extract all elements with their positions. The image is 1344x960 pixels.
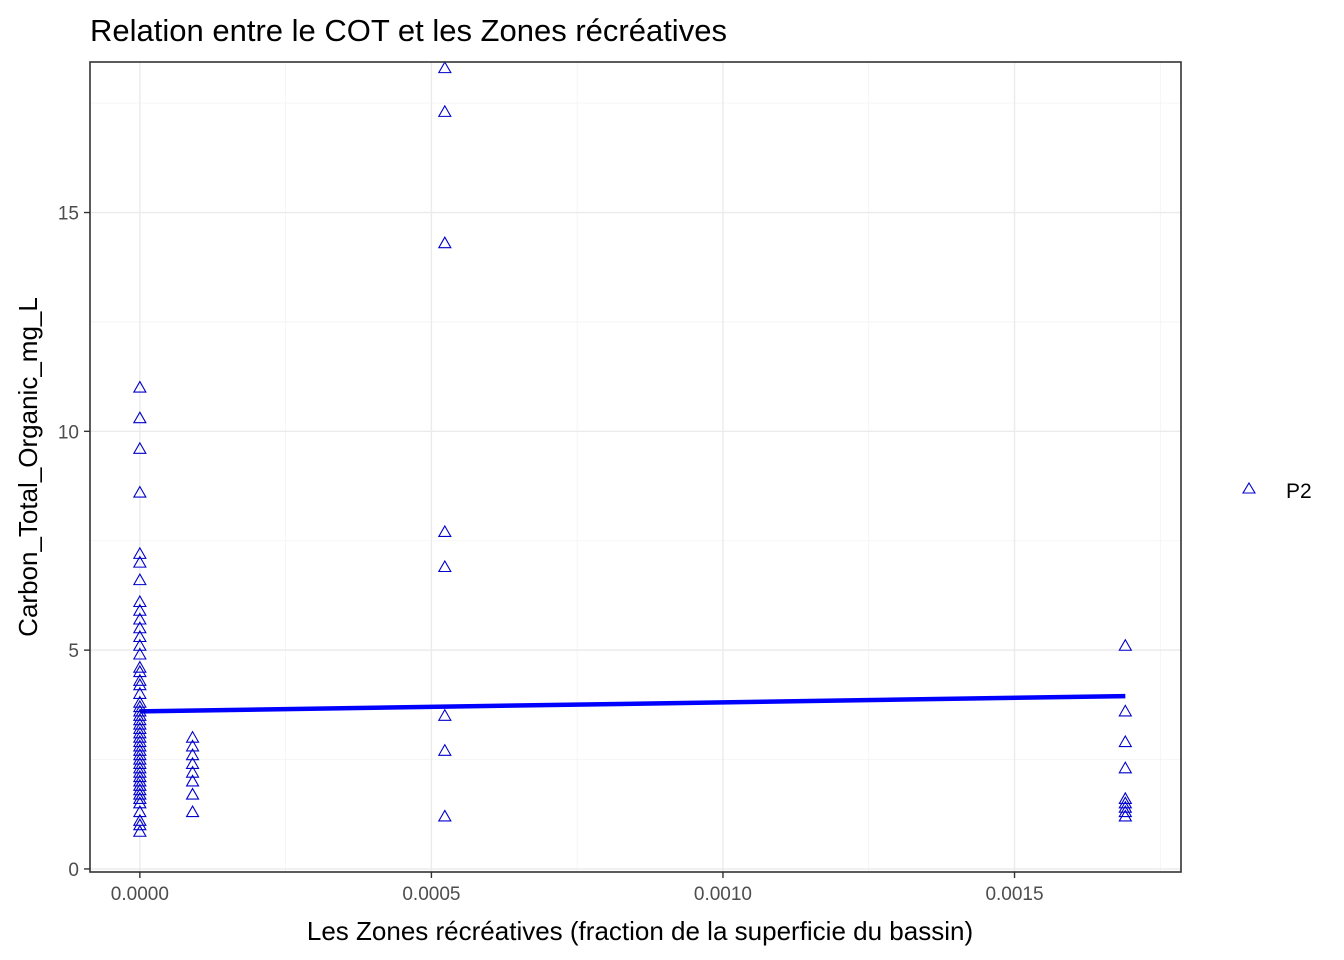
data-point	[185, 730, 200, 743]
data-point	[437, 61, 452, 74]
y-axis: 0 5 10 15	[58, 204, 90, 881]
x-axis-title: Les Zones récréatives (fraction de la su…	[307, 916, 973, 946]
data-point	[1118, 638, 1133, 651]
data-point	[132, 629, 147, 643]
data-point	[132, 743, 147, 756]
y-tick-label: 10	[58, 422, 79, 443]
data-point	[437, 236, 452, 249]
data-point	[132, 673, 147, 686]
data-point	[437, 743, 452, 756]
data-point	[185, 774, 200, 787]
data-point	[132, 726, 147, 739]
trendline	[139, 693, 1126, 714]
data-point	[132, 699, 147, 713]
data-point	[132, 612, 147, 625]
x-tick-label: 0.0005	[402, 884, 460, 905]
data-point	[132, 380, 147, 393]
data-point	[132, 752, 147, 765]
data-point	[132, 573, 147, 586]
data-point	[132, 734, 147, 748]
data-point	[185, 756, 200, 769]
data-point	[437, 524, 452, 538]
data-point	[132, 603, 147, 616]
data-point	[132, 546, 147, 559]
x-tick-label: 0.0000	[111, 884, 169, 905]
data-point	[132, 686, 147, 699]
data-point	[437, 559, 452, 573]
data-point	[1118, 809, 1133, 822]
data-point	[132, 411, 147, 424]
data-point	[132, 647, 147, 660]
data-point	[185, 748, 200, 761]
data-point	[1118, 804, 1133, 818]
x-tick-label: 0.0010	[694, 884, 752, 905]
data-point	[132, 638, 147, 651]
x-axis: 0.0000 0.0005 0.0010 0.0015	[111, 872, 1044, 905]
data-point	[132, 621, 147, 634]
data-point	[132, 783, 147, 796]
x-tick-label: 0.0015	[985, 884, 1043, 905]
data-point	[437, 708, 452, 721]
data-point	[132, 739, 147, 752]
data-point	[1118, 796, 1133, 809]
data-point	[185, 765, 200, 778]
plot-panel-border	[89, 61, 1182, 873]
data-point	[185, 739, 200, 752]
legend-label: P2	[1286, 480, 1312, 503]
data-point	[1118, 734, 1133, 748]
chart-title: Relation entre le COT et les Zones récré…	[90, 13, 727, 48]
data-point	[132, 774, 147, 787]
y-tick-label: 15	[58, 204, 79, 225]
data-point	[132, 660, 147, 673]
data-point	[132, 791, 147, 804]
data-point	[185, 787, 200, 800]
legend-key-triangle-icon	[1242, 481, 1256, 494]
data-point	[1118, 761, 1133, 774]
data-point	[132, 804, 147, 818]
data-point	[132, 748, 147, 761]
data-point	[132, 787, 147, 800]
data-point	[132, 824, 147, 837]
data-point	[132, 765, 147, 778]
trendline-layer	[139, 693, 1126, 714]
data-point	[132, 695, 147, 708]
data-point	[132, 664, 147, 678]
grid-layer	[90, 62, 1181, 872]
data-point	[132, 713, 147, 726]
data-point	[132, 704, 147, 717]
data-point	[132, 730, 147, 743]
y-tick-label: 5	[68, 641, 79, 662]
data-point	[132, 778, 147, 791]
legend: P2	[1242, 480, 1312, 503]
data-point	[132, 818, 147, 831]
data-point	[132, 708, 147, 721]
data-point	[132, 594, 147, 608]
data-point	[132, 756, 147, 769]
data-point	[437, 104, 452, 117]
data-point	[132, 678, 147, 691]
data-point	[132, 769, 147, 783]
data-point	[132, 717, 147, 730]
data-point	[132, 555, 147, 568]
data-point	[1118, 791, 1133, 804]
data-point	[132, 721, 147, 734]
data-point	[1118, 704, 1133, 717]
y-axis-title: Carbon_Total_Organic_mg_L	[13, 297, 43, 637]
data-point	[437, 809, 452, 822]
data-point	[132, 441, 147, 454]
data-point	[132, 761, 147, 774]
y-tick-label: 0	[68, 860, 79, 881]
data-point	[132, 796, 147, 809]
data-point	[1118, 800, 1133, 813]
data-point	[132, 485, 147, 498]
data-point	[185, 804, 200, 818]
points-layer	[132, 61, 1133, 837]
